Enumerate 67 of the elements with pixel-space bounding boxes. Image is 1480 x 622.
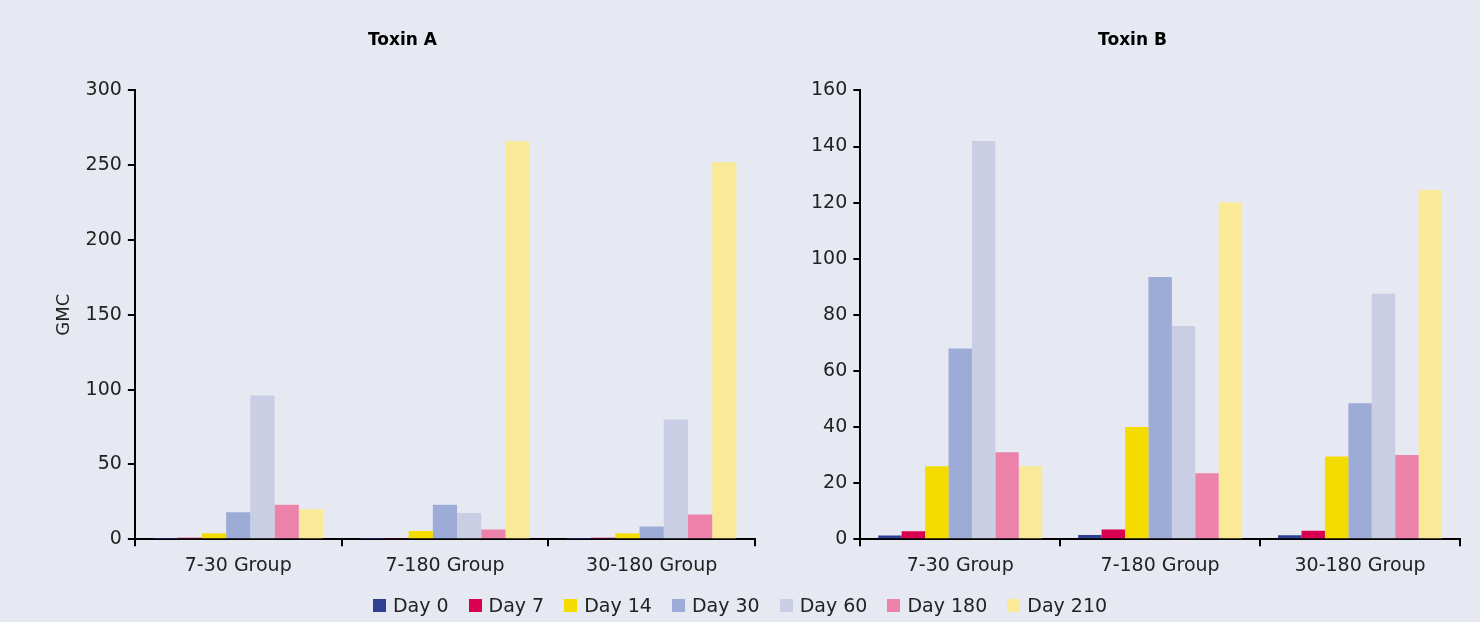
bar [925,466,949,539]
bar [298,509,323,539]
bar [1078,534,1102,539]
bar [1418,189,1443,539]
bar [274,504,299,539]
legend-label: Day 0 [392,594,449,616]
bar [250,395,275,539]
y-tick-label: 160 [811,77,848,100]
bar [1101,529,1126,539]
bar [712,162,737,539]
bar [1148,276,1172,539]
x-tick-label: 7-30 Group [184,552,292,575]
x-tick-label: 30-180 Group [586,552,718,575]
bar [408,530,433,539]
x-tick-label: 7-180 Group [385,552,505,575]
y-tick-label: 40 [823,413,848,436]
y-tick-label: 100 [85,376,122,399]
legend-label: Day 180 [907,594,988,616]
bar [687,514,713,539]
bar [1278,535,1302,539]
bar [901,531,926,539]
legend-label: Day 30 [691,594,760,616]
bar [995,452,1019,539]
y-tick-label: 50 [97,451,122,474]
bar [1125,427,1149,539]
y-tick-label: 120 [811,189,848,212]
legend-label: Day 60 [799,594,868,616]
bar [481,529,506,539]
bar [1348,403,1372,539]
bar [615,533,640,539]
bar [457,513,482,539]
x-tick-label: 30-180 Group [1294,552,1426,575]
y-tick-label: 150 [85,301,122,324]
y-tick-label: 140 [811,133,848,156]
y-tick-label: 60 [823,357,848,380]
bar [948,348,972,539]
y-tick-label: 80 [823,301,848,324]
bar [639,526,664,539]
chart-title: Toxin B [1098,28,1167,49]
bar [1324,456,1349,539]
y-tick-label: 250 [85,152,122,175]
y-tick-label: 20 [823,470,848,493]
legend-label: Day 210 [1027,594,1108,616]
y-tick-label: 0 [109,526,122,549]
y-tick-label: 300 [85,77,122,100]
bar [201,533,227,539]
x-tick-label: 7-30 Group [906,552,1014,575]
bar [663,419,688,539]
bar [1018,466,1043,539]
legend-label: Day 7 [488,594,545,616]
bar [1218,202,1243,539]
y-axis-title: GMC [52,293,74,336]
bar [1195,473,1219,539]
bar [226,512,251,539]
bar [505,141,530,539]
chart-title: Toxin A [368,28,438,49]
y-tick-label: 200 [85,226,122,249]
x-tick-label: 7-180 Group [1100,552,1220,575]
bar [1371,293,1396,539]
bar [1171,326,1196,539]
legend-label: Day 14 [584,594,652,616]
bar [1301,530,1325,539]
bar [971,140,996,539]
bar [1395,455,1419,539]
y-tick-label: 0 [835,526,848,549]
bar [432,504,458,539]
y-tick-label: 100 [811,245,848,268]
